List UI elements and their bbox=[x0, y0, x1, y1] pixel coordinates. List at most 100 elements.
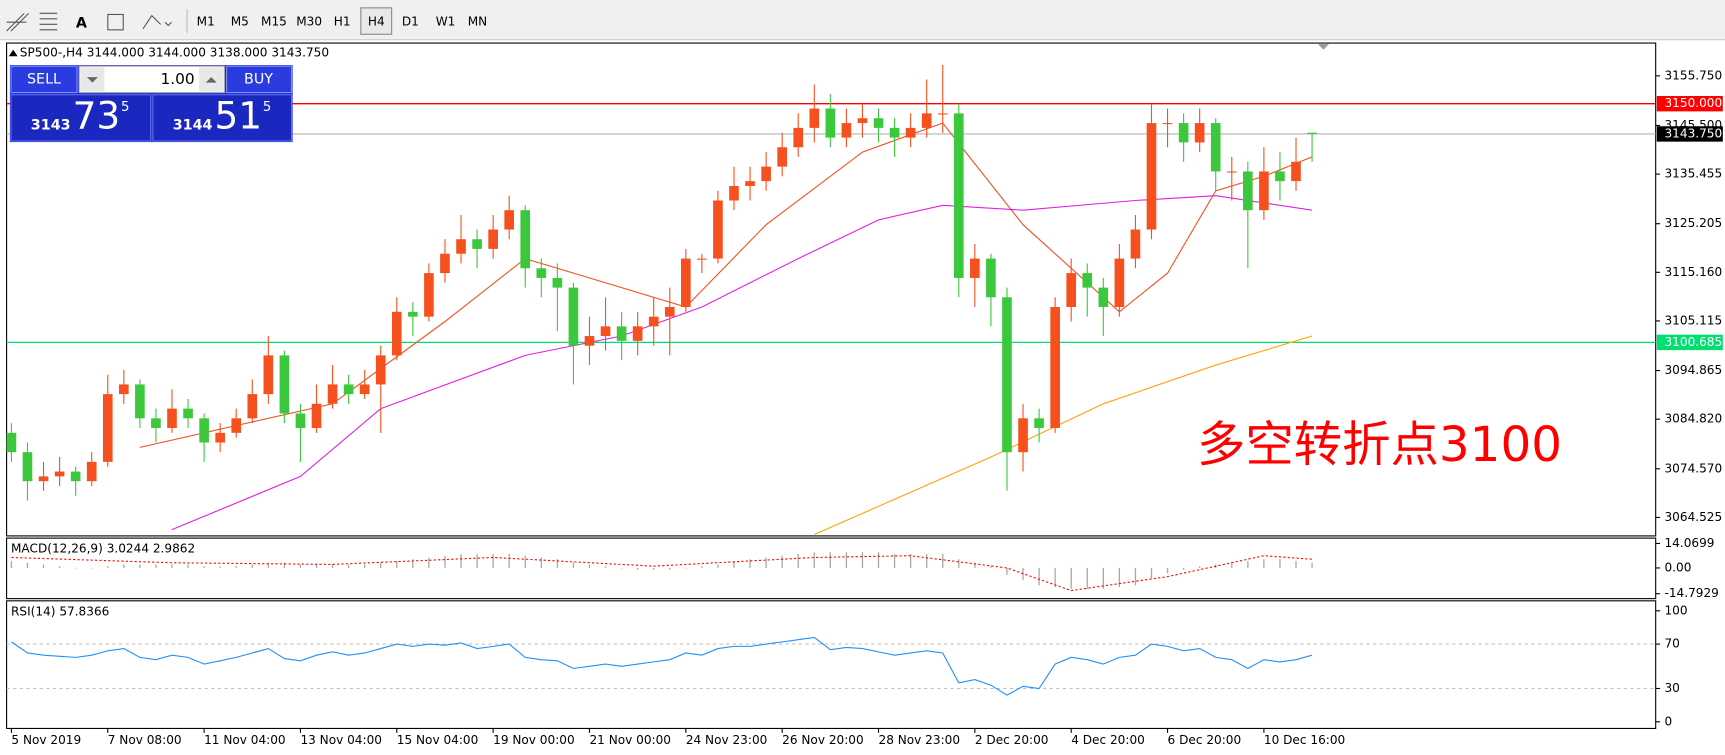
candle-body bbox=[841, 123, 852, 138]
x-tick-label: 28 Nov 23:00 bbox=[879, 733, 961, 747]
x-tick-label: 4 Dec 20:00 bbox=[1071, 733, 1145, 747]
candle-body bbox=[86, 461, 97, 482]
bid-point: 5 bbox=[121, 100, 129, 115]
main-panel bbox=[6, 42, 1657, 537]
candle-body bbox=[119, 384, 129, 395]
sell-label[interactable]: SELL bbox=[27, 71, 61, 87]
y-tick-label: 3084.820 bbox=[1664, 412, 1722, 426]
candle-body bbox=[231, 418, 242, 433]
timeframe-button[interactable]: W1 bbox=[436, 15, 456, 29]
indicator-header: SP500-,H4 3144.000 3144.000 3138.000 314… bbox=[20, 45, 329, 59]
timeframe-button[interactable]: H4 bbox=[368, 15, 385, 29]
candle-body bbox=[263, 355, 274, 395]
candle-body bbox=[54, 471, 65, 477]
candle-body bbox=[745, 181, 755, 186]
ask-box[interactable] bbox=[152, 94, 293, 142]
text-tool[interactable]: A bbox=[76, 15, 87, 31]
ask-big: 3144 bbox=[173, 118, 213, 134]
candle-body bbox=[440, 253, 450, 274]
buy-button[interactable] bbox=[226, 65, 293, 94]
timeframe-button[interactable]: M1 bbox=[197, 15, 215, 29]
candle-body bbox=[1178, 123, 1189, 143]
timeframe-button[interactable]: H1 bbox=[334, 15, 351, 29]
shift-marker bbox=[1317, 44, 1329, 50]
timeframe-button[interactable]: M15 bbox=[261, 15, 287, 29]
x-tick-label: 5 Nov 2019 bbox=[11, 733, 81, 747]
y-tick-label: 3125.205 bbox=[1664, 216, 1722, 230]
current-price-label: 3143.750 bbox=[1664, 126, 1722, 140]
bid-box[interactable] bbox=[10, 94, 152, 142]
candle-body bbox=[70, 471, 81, 482]
candle-body bbox=[1002, 297, 1012, 453]
y-tick-label: 3074.570 bbox=[1664, 461, 1722, 475]
ask-point: 5 bbox=[263, 100, 271, 115]
active-timeframe bbox=[360, 7, 393, 35]
y-tick-label: 100 bbox=[1664, 603, 1687, 617]
candle-body bbox=[873, 118, 884, 128]
label-tool[interactable] bbox=[107, 13, 124, 31]
level-label: 3150.000 bbox=[1664, 96, 1722, 110]
candle-body bbox=[761, 166, 771, 182]
bid-pips: 73 bbox=[73, 93, 121, 137]
y-tick-label: 70 bbox=[1664, 637, 1679, 651]
rsi-line bbox=[11, 636, 1313, 696]
timeframe-button[interactable]: MN bbox=[468, 15, 487, 29]
trade-panel: SELL 1.00 BUY 3143 73 5 3144 51 5 bbox=[9, 65, 293, 143]
lots-down-arrow bbox=[86, 77, 98, 83]
candle-body bbox=[681, 258, 691, 307]
moving-average bbox=[139, 122, 1313, 448]
candle-body bbox=[151, 418, 161, 428]
candle-body bbox=[135, 384, 145, 419]
buy-label[interactable]: BUY bbox=[244, 71, 273, 87]
candle-body bbox=[6, 432, 17, 453]
candle-body bbox=[1098, 287, 1109, 307]
candle-body bbox=[568, 287, 579, 346]
candle-body bbox=[648, 316, 659, 327]
x-tick-label: 15 Nov 04:00 bbox=[397, 733, 479, 747]
candle-body bbox=[1130, 229, 1141, 259]
bid-big: 3143 bbox=[31, 118, 71, 134]
candle-body bbox=[215, 432, 225, 443]
candle-body bbox=[1082, 273, 1093, 288]
y-tick-label: 3155.750 bbox=[1664, 68, 1722, 82]
fibo-icon[interactable] bbox=[39, 12, 58, 31]
candle-body bbox=[793, 127, 804, 148]
lots-up-arrow bbox=[205, 77, 217, 83]
candle-body bbox=[375, 355, 386, 385]
candle-body bbox=[1226, 171, 1237, 173]
lots-value[interactable]: 1.00 bbox=[160, 70, 194, 88]
candle-body bbox=[102, 394, 113, 462]
y-tick-label: 3064.525 bbox=[1664, 510, 1722, 524]
candle-body bbox=[424, 273, 434, 317]
candle-body bbox=[905, 127, 916, 138]
indicator-header: MACD(12,26,9) 3.0244 2.9862 bbox=[11, 542, 195, 556]
candle-body bbox=[600, 326, 611, 337]
candle-body bbox=[359, 384, 370, 395]
annotation: 多空转折点3100 bbox=[1197, 417, 1562, 473]
candle-body bbox=[921, 113, 932, 128]
x-tick-label: 11 Nov 04:00 bbox=[204, 733, 286, 747]
candle-body bbox=[167, 408, 177, 428]
moving-average bbox=[814, 335, 1313, 535]
candle-body bbox=[1066, 273, 1077, 307]
y-tick-label: 14.0699 bbox=[1664, 536, 1714, 550]
x-tick-label: 13 Nov 04:00 bbox=[300, 733, 382, 747]
fibo-fan-icon[interactable] bbox=[6, 12, 29, 32]
timeframe-button[interactable]: M5 bbox=[231, 15, 249, 29]
candle-body bbox=[488, 229, 498, 249]
x-tick-label: 2 Dec 20:00 bbox=[975, 733, 1049, 747]
candle-body bbox=[1210, 123, 1221, 172]
plot-layer: SP500-,H4 3144.000 3144.000 3138.000 314… bbox=[6, 45, 1723, 747]
timeframe-button[interactable]: D1 bbox=[402, 15, 419, 29]
candle-body bbox=[199, 418, 209, 443]
timeframe-button[interactable]: M30 bbox=[296, 15, 322, 29]
candle-body bbox=[1291, 161, 1301, 182]
arrows-tool[interactable] bbox=[142, 14, 173, 30]
y-tick-label: 3105.115 bbox=[1664, 313, 1722, 327]
candle-body bbox=[777, 147, 787, 167]
sell-button[interactable] bbox=[10, 65, 78, 94]
candle-body bbox=[664, 306, 675, 317]
y-tick-label: 3115.160 bbox=[1664, 265, 1722, 279]
candle-body bbox=[1050, 306, 1060, 428]
